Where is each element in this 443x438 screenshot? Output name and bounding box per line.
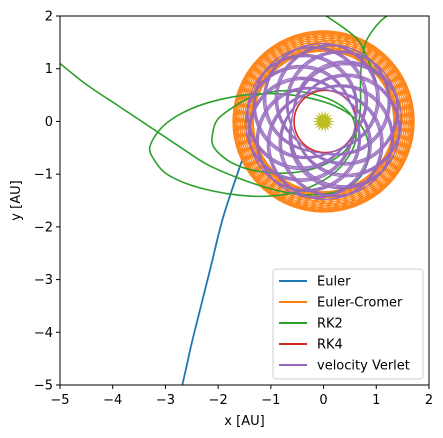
y-tick-label: 2 (45, 10, 53, 25)
y-tick-label: 0 (45, 115, 53, 130)
y-tick-label: 1 (45, 62, 53, 77)
series-euler-line (181, 160, 243, 385)
legend-euler-cromer-label: Euler-Cromer (317, 296, 403, 311)
y-tick-label: −4 (34, 326, 53, 341)
y-tick-label: −3 (34, 273, 53, 288)
x-tick-label: −3 (156, 393, 175, 408)
y-axis-label: y [AU] (9, 180, 24, 220)
legend-euler-label: Euler (317, 275, 351, 290)
legend-rk4-label: RK4 (317, 338, 343, 353)
x-tick-label: −1 (261, 393, 280, 408)
y-axis: −5 −4 −3 −2 −1 0 1 2 (34, 10, 60, 394)
x-tick-label: −2 (209, 393, 228, 408)
x-tick-label: 0 (319, 393, 327, 408)
x-tick-label: 2 (425, 393, 433, 408)
y-tick-label: −1 (34, 168, 53, 183)
series-velocity-verlet-orbits (245, 42, 403, 200)
series-velocity-verlet-line (245, 42, 403, 200)
star-marker (312, 110, 335, 133)
x-tick-label: −4 (103, 393, 122, 408)
legend-rk2-label: RK2 (317, 317, 343, 332)
x-axis-label: x [AU] (224, 414, 264, 429)
x-tick-label: 1 (372, 393, 380, 408)
plot-frame (59, 15, 430, 386)
legend: Euler Euler-Cromer RK2 RK4 velocity Verlet (272, 268, 424, 380)
y-tick-label: −2 (34, 220, 53, 235)
y-tick-label: −5 (34, 379, 53, 394)
series-layer (60, 16, 415, 385)
x-tick-label: −5 (50, 393, 69, 408)
series-rk4-line (293, 89, 358, 154)
legend-velocity-verlet-label: velocity Verlet (317, 359, 410, 374)
x-axis: −5 −4 −3 −2 −1 0 1 2 (50, 385, 433, 408)
legend-box (272, 268, 424, 380)
